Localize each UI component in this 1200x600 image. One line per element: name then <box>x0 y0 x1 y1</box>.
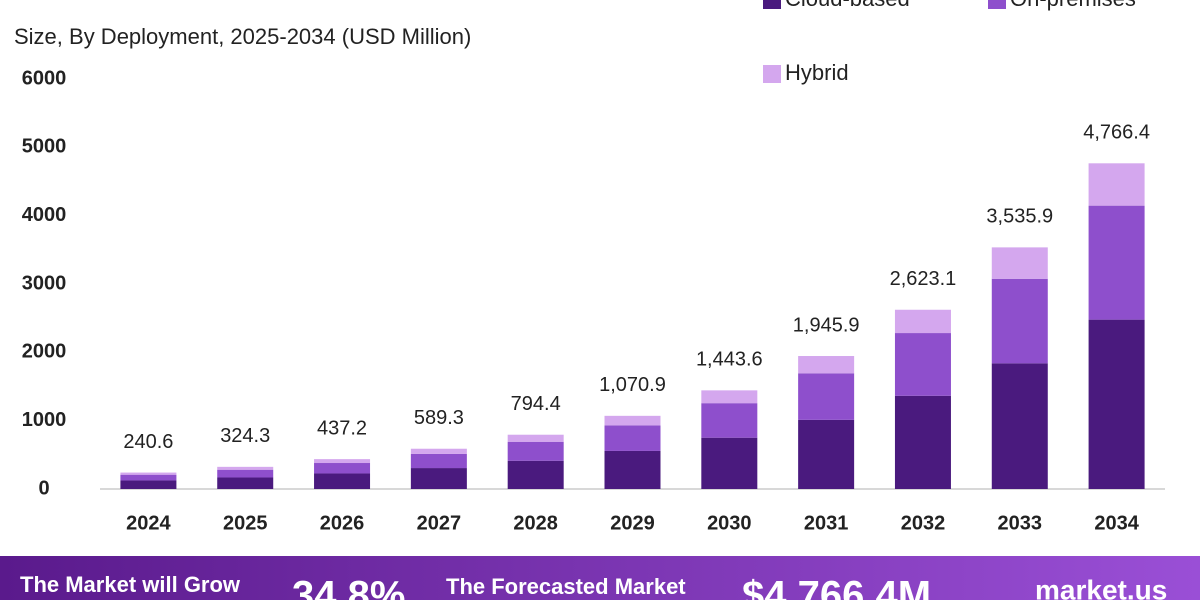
x-tick-label: 2030 <box>707 512 752 534</box>
total-label: 4,766.4 <box>1083 122 1150 144</box>
bar-segment <box>604 450 661 489</box>
legend-label: Hybrid <box>785 60 849 85</box>
x-tick-label: 2031 <box>804 512 849 534</box>
bar-segment <box>991 363 1048 489</box>
bar-segment <box>410 448 467 454</box>
total-label: 1,443.6 <box>696 349 763 371</box>
bar-segment <box>410 468 467 489</box>
total-label: 240.6 <box>123 431 173 453</box>
total-label: 794.4 <box>511 393 561 415</box>
legend-swatch <box>763 0 781 9</box>
total-label: 589.3 <box>414 407 464 429</box>
y-tick-label: 5000 <box>22 136 67 158</box>
y-tick-label: 3000 <box>22 272 67 294</box>
x-tick-label: 2024 <box>126 512 171 534</box>
x-tick-label: 2028 <box>513 512 558 534</box>
legend-swatch <box>763 65 781 83</box>
bar-segment <box>1088 319 1145 489</box>
total-label: 324.3 <box>220 425 270 447</box>
total-label: 1,945.9 <box>793 314 860 336</box>
y-tick-label: 6000 <box>22 67 67 89</box>
x-tick-label: 2025 <box>223 512 268 534</box>
legend-label: Cloud-based <box>785 0 910 11</box>
banner-forecast: The Forecasted Market <box>446 574 686 599</box>
bar-segment <box>120 480 177 489</box>
bar-segment <box>410 453 467 469</box>
bar-segment <box>1088 205 1145 320</box>
legend-swatch <box>988 0 1006 9</box>
bar-segment <box>701 403 758 438</box>
y-tick-label: 0 <box>38 477 49 499</box>
bar-segment <box>507 434 564 442</box>
x-tick-label: 2026 <box>320 512 365 534</box>
bar-segment <box>217 466 274 470</box>
bar-segment <box>1088 163 1145 206</box>
y-tick-label: 2000 <box>22 341 67 363</box>
bar-segment <box>604 415 661 426</box>
banner-brand: market.us <box>1035 574 1167 600</box>
bar-segment <box>604 425 661 451</box>
bar-segment <box>217 469 274 478</box>
bar-segment <box>894 309 951 334</box>
bar-segment <box>894 333 951 396</box>
bar-segment <box>701 390 758 404</box>
bar-segment <box>798 356 855 374</box>
banner: The Market will Grow 34.8% The Forecaste… <box>0 556 1200 600</box>
x-tick-label: 2032 <box>901 512 946 534</box>
banner-grow: The Market will Grow <box>20 572 241 597</box>
bar-segment <box>507 460 564 489</box>
bar-segment <box>120 474 177 481</box>
total-label: 437.2 <box>317 417 367 439</box>
banner-forecast-value: $4,766.4M <box>742 574 931 600</box>
bar-segment <box>991 278 1048 364</box>
bar-segment <box>798 419 855 489</box>
bar-segment <box>120 472 177 475</box>
bar-segment <box>507 441 564 461</box>
x-tick-label: 2033 <box>998 512 1043 534</box>
bar-segment <box>991 247 1048 279</box>
banner-cagr: 34.8% <box>292 574 405 600</box>
bar-segment <box>894 395 951 489</box>
total-label: 3,535.9 <box>986 206 1053 228</box>
bar-segment <box>314 473 371 489</box>
x-tick-label: 2029 <box>610 512 655 534</box>
x-tick-label: 2027 <box>417 512 462 534</box>
y-tick-label: 4000 <box>22 204 67 226</box>
legend-label: On-premises <box>1010 0 1136 11</box>
total-label: 2,623.1 <box>890 268 957 290</box>
bar-segment <box>217 477 274 489</box>
bar-segment <box>314 459 371 464</box>
total-label: 1,070.9 <box>599 374 666 396</box>
subtitle: Size, By Deployment, 2025-2034 (USD Mill… <box>14 24 471 49</box>
bar-segment <box>701 437 758 489</box>
y-tick-label: 1000 <box>22 409 67 431</box>
x-tick-label: 2034 <box>1094 512 1139 534</box>
bar-segment <box>314 463 371 474</box>
bar-segment <box>798 373 855 420</box>
banner-bg <box>0 556 1200 600</box>
